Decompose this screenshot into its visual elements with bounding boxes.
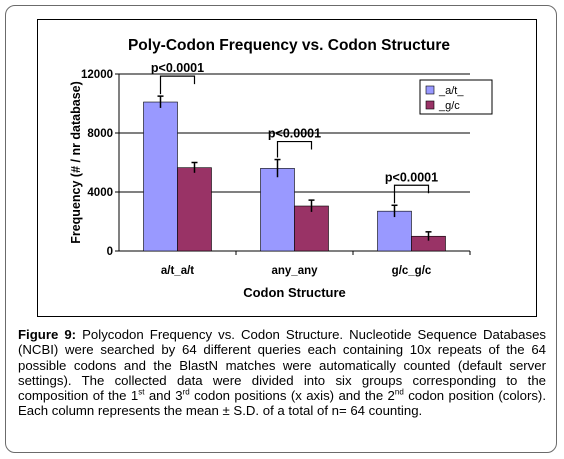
y-axis-label: Frequency (# / nr database) xyxy=(69,81,83,244)
bar-gc xyxy=(294,205,329,252)
legend-swatch xyxy=(425,85,435,95)
legend-label: _g/c xyxy=(438,100,460,112)
caption-label: Figure 9: xyxy=(18,327,77,342)
chart-container xyxy=(37,19,537,317)
y-tick-label: 12000 xyxy=(81,69,113,81)
p-value-label: p<0.0001 xyxy=(268,127,321,141)
figure-caption: Figure 9: Polycodon Frequency vs. Codon … xyxy=(18,327,546,419)
caption-text-1: Polycodon Frequency vs. Codon Structure.… xyxy=(18,327,546,404)
x-tick-label: a/t_a/t xyxy=(161,265,194,277)
significance-bracket xyxy=(159,75,196,95)
x-axis-label: Codon Structure xyxy=(243,285,346,300)
p-value-label: p<0.0001 xyxy=(151,61,204,75)
caption-text-2: and 3 xyxy=(144,388,183,404)
bar-gc xyxy=(177,167,212,252)
caption-text-3: codon positions (x axis) and the 2 xyxy=(189,388,395,404)
bar-at xyxy=(260,168,295,252)
significance-bracket xyxy=(276,140,313,158)
x-tick-label: any_any xyxy=(271,265,318,277)
p-value-label: p<0.0001 xyxy=(385,170,438,184)
y-tick-label: 0 xyxy=(107,246,113,258)
caption-sup-1: st xyxy=(138,387,145,397)
legend-label: _a/t_ xyxy=(438,85,464,97)
y-tick-label: 4000 xyxy=(87,187,113,199)
significance-bracket xyxy=(393,184,430,204)
bar-at xyxy=(143,101,178,252)
x-tick-label: g/c_g/c xyxy=(392,265,432,277)
chart-title: Poly-Codon Frequency vs. Codon Structure xyxy=(128,37,450,54)
bar-at xyxy=(377,210,412,252)
caption-text-4: codon position (colors). Each column rep… xyxy=(18,388,546,419)
legend-swatch xyxy=(425,100,435,110)
caption-sup-3: nd xyxy=(394,387,404,397)
y-tick-label: 8000 xyxy=(87,128,113,140)
caption-sup-2: rd xyxy=(182,387,190,397)
